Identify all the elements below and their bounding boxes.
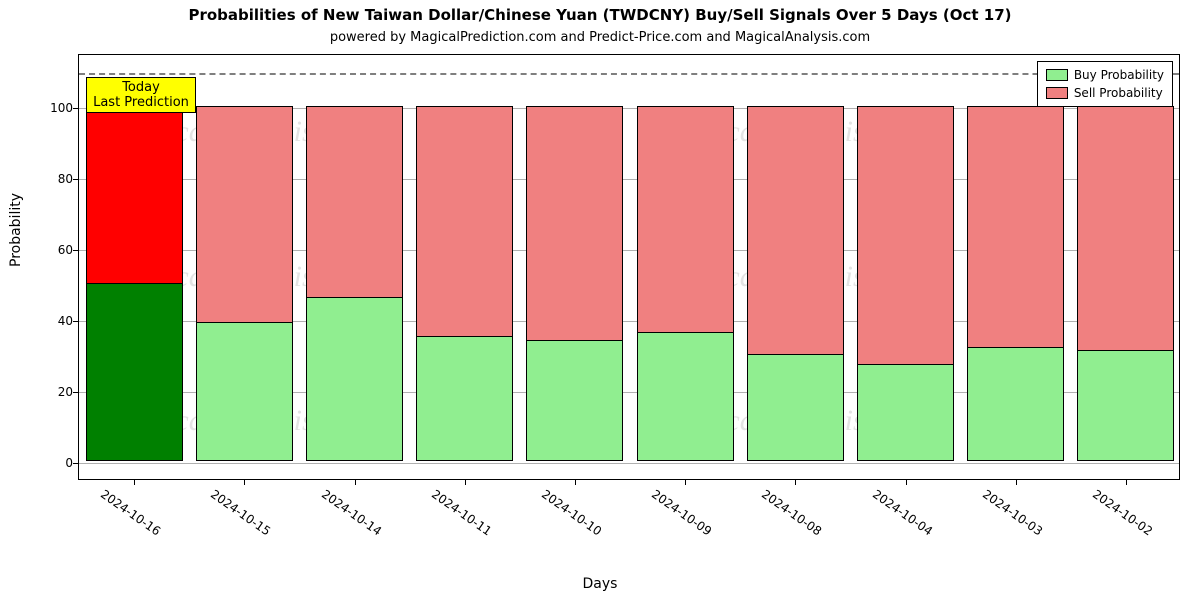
- bar-segment-sell: [307, 107, 402, 297]
- x-tick-label: 2024-10-16: [98, 487, 163, 538]
- legend-item: Buy Probability: [1046, 66, 1164, 84]
- bar-segment-buy: [858, 364, 953, 460]
- legend-label: Sell Probability: [1074, 84, 1163, 102]
- y-tick-label: 0: [65, 456, 73, 470]
- bar: [1077, 106, 1174, 461]
- x-tick-mark: [795, 479, 796, 485]
- x-tick-mark: [134, 479, 135, 485]
- bar: [86, 106, 183, 461]
- x-tick-mark: [465, 479, 466, 485]
- bar-segment-sell: [748, 107, 843, 354]
- today-annotation: TodayLast Prediction: [86, 77, 196, 113]
- legend-label: Buy Probability: [1074, 66, 1164, 84]
- y-tick-mark: [73, 250, 79, 251]
- bar-segment-buy: [197, 322, 292, 460]
- bar: [416, 106, 513, 461]
- today-annotation-line1: Today: [93, 80, 189, 95]
- bar: [637, 106, 734, 461]
- x-tick-mark: [906, 479, 907, 485]
- bar-segment-sell: [858, 107, 953, 364]
- bar: [526, 106, 623, 461]
- plot-area: 020406080100MagicalAnalysis.comMagicalAn…: [78, 54, 1180, 480]
- x-tick-label: 2024-10-04: [869, 487, 934, 538]
- x-tick-mark: [244, 479, 245, 485]
- y-tick-label: 60: [58, 243, 73, 257]
- y-tick-mark: [73, 108, 79, 109]
- y-tick-label: 20: [58, 385, 73, 399]
- bar-segment-sell: [197, 107, 292, 322]
- bar-segment-sell: [417, 107, 512, 336]
- y-axis-label: Probability: [8, 193, 24, 267]
- y-tick-label: 40: [58, 314, 73, 328]
- y-tick-label: 80: [58, 172, 73, 186]
- bar-segment-buy: [968, 347, 1063, 461]
- y-tick-mark: [73, 392, 79, 393]
- legend-swatch: [1046, 87, 1068, 99]
- chart-title: Probabilities of New Taiwan Dollar/Chine…: [0, 6, 1200, 24]
- bar-segment-buy: [87, 283, 182, 461]
- bar-segment-sell: [1078, 107, 1173, 350]
- x-tick-mark: [1016, 479, 1017, 485]
- legend-swatch: [1046, 69, 1068, 81]
- x-tick-label: 2024-10-10: [539, 487, 604, 538]
- y-tick-mark: [73, 463, 79, 464]
- x-tick-mark: [1126, 479, 1127, 485]
- x-axis-label: Days: [0, 576, 1200, 592]
- x-tick-mark: [355, 479, 356, 485]
- x-tick-label: 2024-10-15: [208, 487, 273, 538]
- bar-segment-buy: [527, 340, 622, 461]
- bar-segment-buy: [417, 336, 512, 460]
- x-tick-label: 2024-10-02: [1090, 487, 1155, 538]
- grid-line: [79, 463, 1179, 464]
- y-tick-label: 100: [50, 101, 73, 115]
- bar: [857, 106, 954, 461]
- bar: [747, 106, 844, 461]
- bar-segment-buy: [748, 354, 843, 461]
- x-tick-label: 2024-10-11: [429, 487, 494, 538]
- bar-segment-sell: [968, 107, 1063, 346]
- legend-item: Sell Probability: [1046, 84, 1164, 102]
- x-tick-label: 2024-10-08: [759, 487, 824, 538]
- bar-segment-buy: [307, 297, 402, 460]
- bar-segment-sell: [527, 107, 622, 339]
- bar-segment-sell: [87, 107, 182, 283]
- bar: [196, 106, 293, 461]
- bar-segment-buy: [638, 332, 733, 460]
- x-tick-label: 2024-10-14: [318, 487, 383, 538]
- bar-segment-sell: [638, 107, 733, 332]
- x-tick-label: 2024-10-03: [980, 487, 1045, 538]
- legend: Buy ProbabilitySell Probability: [1037, 61, 1173, 107]
- x-tick-label: 2024-10-09: [649, 487, 714, 538]
- x-tick-mark: [575, 479, 576, 485]
- y-tick-mark: [73, 321, 79, 322]
- dashed-reference-line: [79, 73, 1179, 75]
- x-tick-mark: [685, 479, 686, 485]
- y-tick-mark: [73, 179, 79, 180]
- today-annotation-line2: Last Prediction: [93, 95, 189, 110]
- bar: [967, 106, 1064, 461]
- bar-segment-buy: [1078, 350, 1173, 460]
- chart-subtitle: powered by MagicalPrediction.com and Pre…: [0, 30, 1200, 45]
- bar: [306, 106, 403, 461]
